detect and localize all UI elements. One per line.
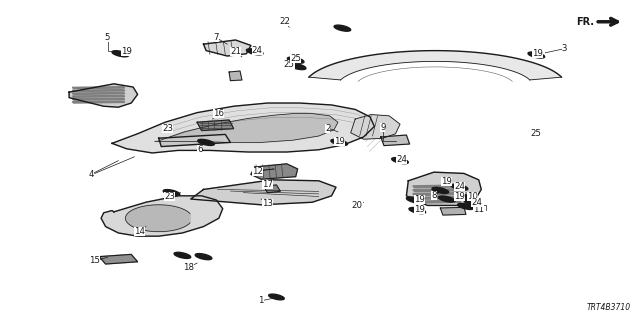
Ellipse shape — [458, 203, 474, 210]
Polygon shape — [351, 115, 400, 139]
Text: TRT4B3710: TRT4B3710 — [586, 303, 630, 312]
Polygon shape — [251, 164, 298, 179]
Polygon shape — [72, 92, 125, 94]
Polygon shape — [413, 200, 461, 203]
Text: 16: 16 — [213, 109, 225, 118]
Polygon shape — [72, 90, 125, 92]
Ellipse shape — [438, 196, 455, 202]
Ellipse shape — [432, 187, 449, 194]
Polygon shape — [72, 87, 125, 89]
Ellipse shape — [528, 52, 545, 58]
Text: 2: 2 — [325, 124, 330, 132]
Polygon shape — [197, 120, 234, 131]
Ellipse shape — [174, 252, 191, 259]
Ellipse shape — [331, 139, 348, 146]
Polygon shape — [413, 196, 461, 199]
Ellipse shape — [409, 207, 426, 214]
Polygon shape — [413, 185, 461, 188]
Text: 23: 23 — [162, 124, 173, 133]
Ellipse shape — [456, 194, 472, 200]
Polygon shape — [440, 207, 466, 215]
Ellipse shape — [464, 199, 481, 205]
Ellipse shape — [334, 25, 351, 31]
Text: 4: 4 — [88, 170, 93, 179]
Text: 10: 10 — [467, 192, 478, 201]
Text: 23: 23 — [164, 192, 175, 201]
Polygon shape — [413, 193, 461, 196]
Polygon shape — [309, 51, 561, 80]
Text: 25: 25 — [531, 129, 542, 138]
Polygon shape — [72, 101, 125, 103]
Polygon shape — [99, 254, 138, 264]
Text: 25: 25 — [284, 60, 295, 69]
Text: 24: 24 — [396, 155, 408, 164]
Polygon shape — [264, 185, 280, 193]
Text: 14: 14 — [134, 227, 145, 236]
Text: 19: 19 — [414, 205, 424, 214]
Polygon shape — [204, 40, 251, 56]
Ellipse shape — [195, 253, 212, 260]
Polygon shape — [125, 205, 190, 232]
Ellipse shape — [287, 57, 304, 63]
Text: 19: 19 — [442, 177, 452, 186]
Polygon shape — [191, 180, 336, 205]
Ellipse shape — [392, 157, 408, 164]
Text: 18: 18 — [183, 263, 195, 272]
Text: 17: 17 — [262, 180, 273, 188]
Polygon shape — [413, 189, 461, 192]
Text: 24: 24 — [252, 46, 263, 55]
Text: 19: 19 — [122, 47, 132, 56]
Polygon shape — [155, 114, 338, 142]
Polygon shape — [229, 71, 242, 81]
Polygon shape — [112, 103, 374, 153]
Text: 3: 3 — [562, 44, 567, 53]
Ellipse shape — [112, 51, 129, 57]
Text: 19: 19 — [532, 49, 543, 58]
Text: 8: 8 — [431, 191, 436, 200]
Text: 15: 15 — [89, 256, 100, 265]
Text: 7: 7 — [214, 33, 219, 42]
Polygon shape — [69, 84, 138, 107]
Text: 9: 9 — [380, 123, 385, 132]
Ellipse shape — [406, 197, 423, 203]
Text: 22: 22 — [279, 17, 291, 26]
Polygon shape — [72, 98, 125, 100]
Ellipse shape — [269, 294, 284, 300]
Text: 1: 1 — [259, 296, 264, 305]
Text: 11: 11 — [473, 205, 484, 214]
Text: FR.: FR. — [576, 17, 594, 27]
Text: 19: 19 — [334, 137, 344, 146]
Ellipse shape — [163, 189, 180, 196]
Text: 13: 13 — [262, 199, 273, 208]
Text: 5: 5 — [105, 33, 110, 42]
Text: 19: 19 — [454, 192, 465, 201]
Ellipse shape — [451, 184, 468, 190]
Polygon shape — [381, 135, 410, 146]
Ellipse shape — [246, 49, 263, 55]
Text: 24: 24 — [454, 182, 465, 191]
Text: 24: 24 — [471, 198, 483, 207]
Polygon shape — [72, 95, 125, 97]
Text: 12: 12 — [252, 167, 263, 176]
Polygon shape — [159, 134, 230, 147]
Polygon shape — [406, 172, 481, 205]
Ellipse shape — [289, 63, 306, 70]
Text: 25: 25 — [290, 54, 301, 63]
Ellipse shape — [198, 139, 214, 146]
Polygon shape — [101, 196, 223, 236]
Text: 6: 6 — [197, 145, 202, 154]
Text: 19: 19 — [414, 195, 424, 204]
Text: 21: 21 — [230, 47, 241, 56]
Text: 20: 20 — [351, 201, 363, 210]
